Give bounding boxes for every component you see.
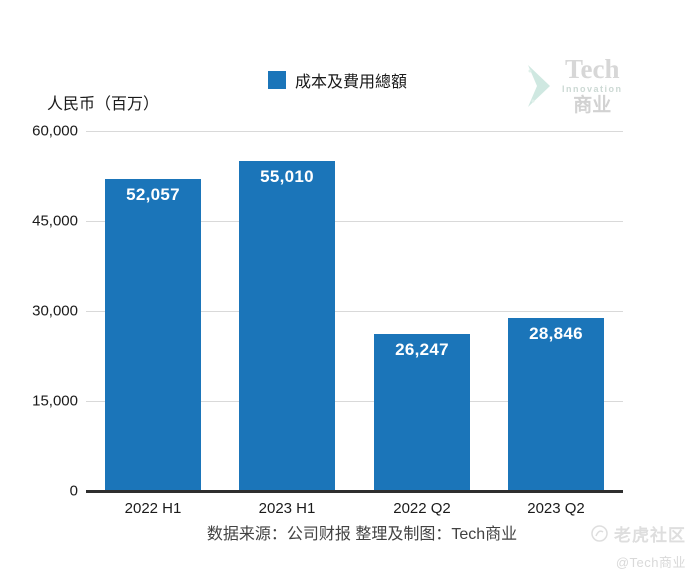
gridline <box>86 131 623 132</box>
tiger-community-icon <box>591 525 608 542</box>
brand-logo: Tech Innovation 商业 <box>524 56 623 115</box>
brand-subtitle: Innovation <box>562 84 623 94</box>
bar-2023-h1: 55,010 <box>239 161 335 491</box>
x-tick-label: 2023 Q2 <box>527 500 585 517</box>
bar-value-label: 28,846 <box>529 324 583 343</box>
legend-swatch <box>268 71 286 89</box>
bar-2022-h1: 52,057 <box>105 179 201 491</box>
bar-2022-q2: 26,247 <box>374 334 470 491</box>
x-axis-line <box>86 490 623 493</box>
teal-chevron-icon <box>528 64 550 107</box>
brand-name: Tech <box>564 54 620 84</box>
legend: 成本及費用總額 <box>268 68 407 92</box>
gridline <box>86 221 623 222</box>
brand-logo-text: Tech Innovation 商业 <box>562 54 623 116</box>
community-handle: @Tech商业 <box>615 555 686 570</box>
x-tick-label: 2023 H1 <box>258 500 316 517</box>
y-tick-label: 45,000 <box>32 212 78 230</box>
x-tick-label: 2022 Q2 <box>393 500 451 517</box>
community-name: 老虎社区 <box>614 526 686 545</box>
bar-value-label: 55,010 <box>260 167 314 186</box>
bar-value-label: 26,247 <box>395 340 449 359</box>
brand-cjk-name: 商业 <box>573 95 612 116</box>
legend-label: 成本及費用總額 <box>295 74 408 91</box>
y-tick-label: 15,000 <box>32 392 78 410</box>
y-tick-label: 0 <box>69 482 78 500</box>
source-caption: 数据来源：公司财报 整理及制图：Tech商业 <box>206 526 518 543</box>
bar-2023-q2: 28,846 <box>508 318 604 491</box>
bar-value-label: 52,057 <box>126 185 180 204</box>
x-tick-label: 2022 H1 <box>124 500 182 517</box>
community-watermark: 老虎社区 @Tech商业 <box>591 521 686 570</box>
y-tick-label: 60,000 <box>32 122 78 140</box>
y-tick-label: 30,000 <box>32 302 78 320</box>
gridline <box>86 401 623 402</box>
y-axis-unit-label: 人民币（百万） <box>47 96 160 113</box>
gridline <box>86 311 623 312</box>
